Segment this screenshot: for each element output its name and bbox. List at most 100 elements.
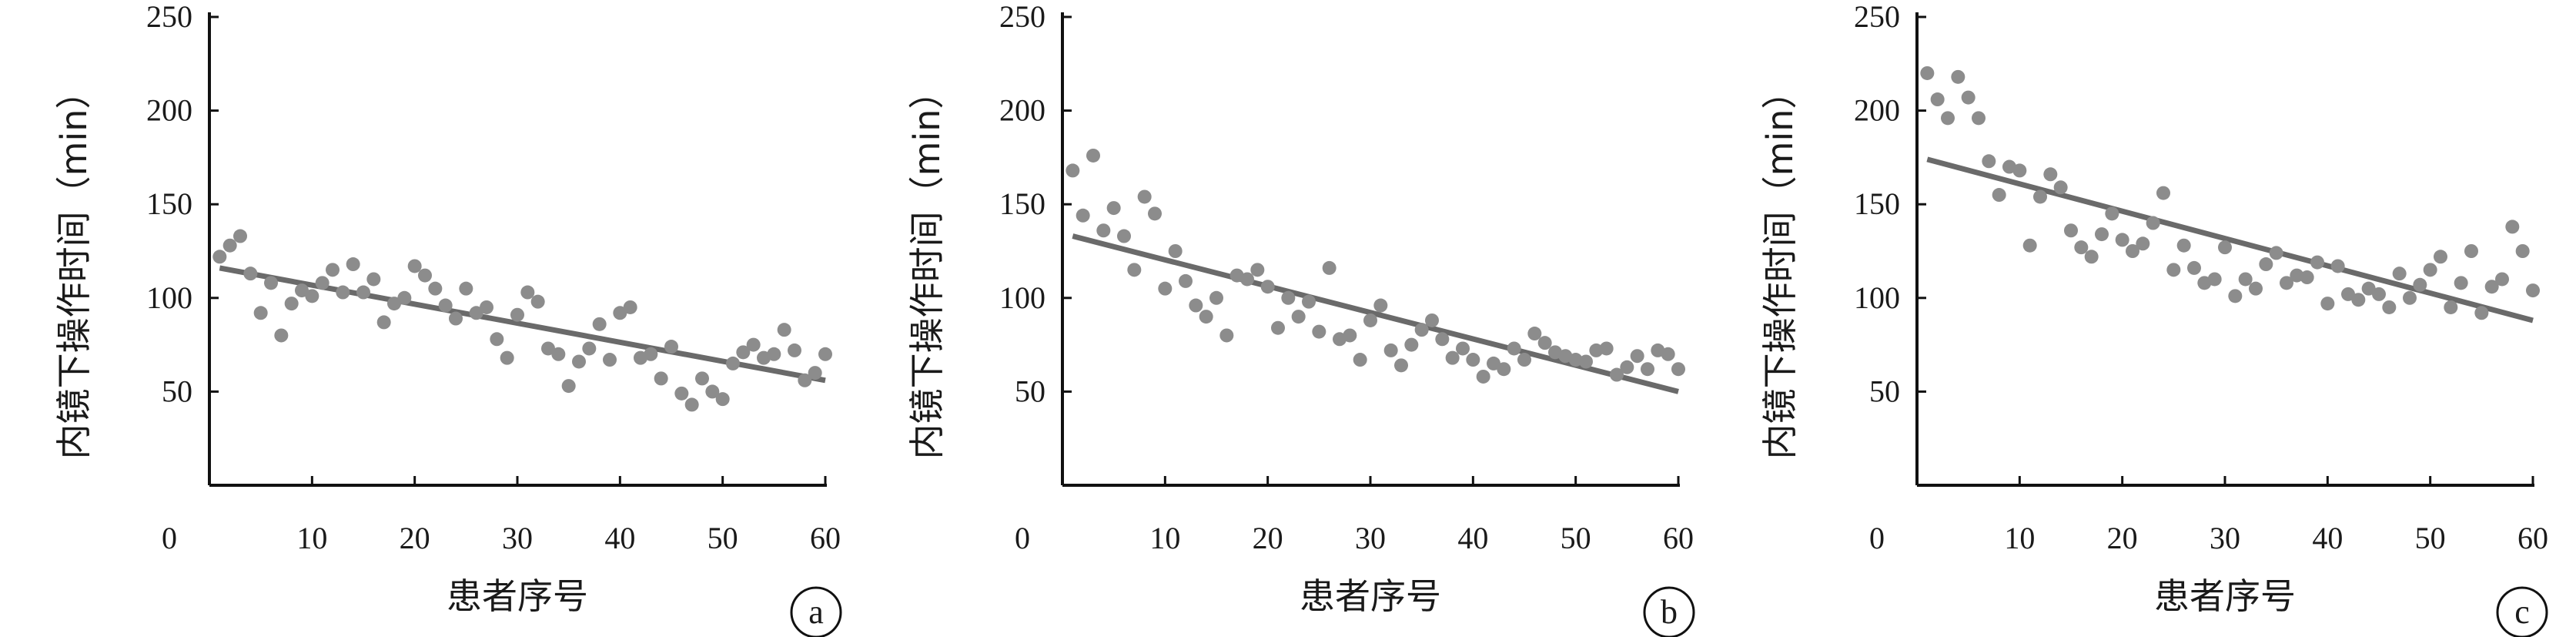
- y-tick-label: 250: [999, 0, 1045, 34]
- data-point: [2207, 272, 2222, 287]
- data-point: [1930, 92, 1945, 107]
- data-point: [654, 371, 668, 386]
- data-point: [1435, 332, 1450, 347]
- data-point: [284, 297, 299, 311]
- data-point: [818, 347, 832, 361]
- data-point: [438, 298, 453, 313]
- data-point: [726, 356, 740, 370]
- data-point: [1476, 369, 1490, 384]
- y-tick-label: 100: [999, 280, 1045, 315]
- data-point: [305, 289, 319, 303]
- x-tick-label: 40: [1457, 521, 1488, 555]
- data-point: [2156, 186, 2170, 200]
- data-point: [2126, 244, 2139, 258]
- y-tick-label: 200: [999, 93, 1045, 128]
- data-point: [2043, 167, 2058, 182]
- data-point: [1137, 189, 1152, 204]
- data-point: [2361, 281, 2376, 296]
- data-point: [1158, 281, 1173, 296]
- data-point: [2064, 223, 2078, 238]
- x-tick-label: 0: [1869, 521, 1885, 555]
- y-tick-label: 50: [1869, 374, 1900, 408]
- data-point: [428, 281, 443, 296]
- data-point: [2105, 206, 2119, 221]
- data-point: [2084, 250, 2099, 264]
- data-point: [1497, 362, 1511, 377]
- x-axis-label: 患者序号: [447, 575, 588, 617]
- y-tick-label: 150: [1854, 186, 1900, 221]
- data-point: [2166, 263, 2181, 277]
- panel-badge-circle: [790, 586, 842, 637]
- data-point: [459, 281, 473, 296]
- data-point: [1168, 244, 1183, 258]
- data-point: [1219, 328, 1234, 343]
- data-point: [2474, 306, 2489, 320]
- data-point: [2351, 293, 2366, 307]
- data-point: [253, 306, 268, 320]
- data-point: [2403, 290, 2417, 305]
- data-point: [1982, 154, 1996, 169]
- x-tick-label: 30: [1355, 521, 1386, 555]
- data-point: [623, 300, 637, 314]
- data-point: [2022, 238, 2037, 253]
- data-point: [1260, 280, 1275, 294]
- data-point: [1610, 367, 1624, 382]
- data-point: [397, 290, 412, 305]
- panel-badge-label: a: [808, 593, 824, 631]
- data-point: [603, 353, 617, 367]
- data-point: [2526, 283, 2540, 298]
- x-tick-label: 60: [810, 521, 841, 555]
- data-point: [407, 259, 422, 273]
- panel-badge-circle: [1643, 586, 1695, 637]
- data-point: [1972, 111, 1986, 126]
- x-tick-label: 40: [2312, 521, 2343, 555]
- y-tick-label: 250: [146, 0, 192, 34]
- data-point: [2515, 244, 2530, 258]
- data-point: [1661, 347, 1675, 361]
- data-point: [2495, 272, 2509, 287]
- data-point: [510, 307, 524, 322]
- data-point: [1641, 362, 1654, 377]
- y-axis-label: 内镜下操作时间（min）: [1759, 74, 1801, 460]
- data-point: [1250, 263, 1265, 277]
- data-point: [1179, 273, 1193, 288]
- y-tick-label: 200: [1854, 93, 1900, 128]
- data-point: [222, 238, 237, 253]
- data-point: [2434, 250, 2447, 264]
- data-point: [746, 337, 761, 352]
- data-point: [2136, 236, 2150, 251]
- data-point: [366, 272, 381, 287]
- data-point: [1445, 350, 1460, 365]
- data-point: [274, 328, 289, 343]
- x-tick-label: 0: [162, 521, 177, 555]
- x-tick-label: 40: [604, 521, 635, 555]
- data-point: [2238, 272, 2253, 287]
- data-point: [295, 283, 309, 298]
- data-point: [1363, 313, 1377, 327]
- data-point: [2228, 289, 2243, 303]
- data-point: [1148, 206, 1162, 221]
- data-point: [2330, 259, 2345, 273]
- data-point: [2218, 240, 2232, 255]
- x-axis-label: 患者序号: [2154, 575, 2296, 617]
- data-point: [2423, 263, 2437, 277]
- data-point: [777, 323, 791, 337]
- data-point: [2372, 287, 2386, 301]
- data-point: [1568, 353, 1583, 367]
- data-point: [2320, 297, 2335, 311]
- data-point: [2269, 246, 2283, 260]
- y-tick-label: 150: [146, 186, 192, 221]
- data-point: [664, 340, 678, 354]
- x-tick-label: 50: [708, 521, 738, 555]
- data-point: [2444, 300, 2458, 314]
- x-tick-label: 60: [1663, 521, 1694, 555]
- data-point: [541, 341, 555, 356]
- data-point: [1127, 263, 1142, 277]
- data-point: [2392, 267, 2407, 281]
- data-point: [346, 257, 360, 272]
- data-point: [2249, 281, 2263, 296]
- data-point: [695, 371, 709, 386]
- data-point: [469, 306, 483, 320]
- x-tick-label: 0: [1015, 521, 1030, 555]
